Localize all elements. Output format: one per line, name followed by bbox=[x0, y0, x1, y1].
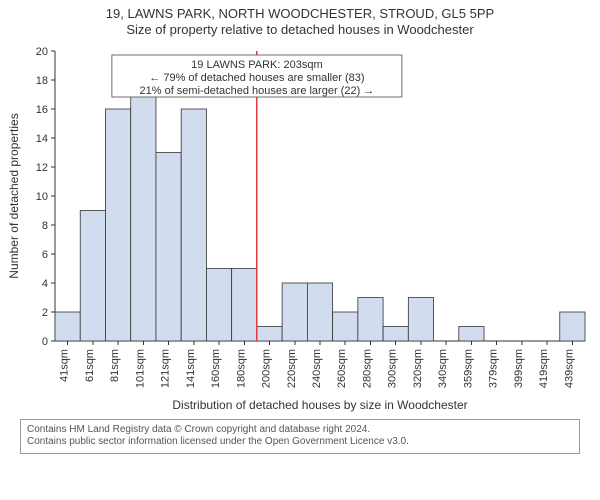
histogram-bar bbox=[206, 268, 231, 341]
svg-text:8: 8 bbox=[42, 220, 48, 232]
xtick-label: 340sqm bbox=[437, 349, 449, 388]
svg-text:16: 16 bbox=[36, 104, 48, 116]
histogram-svg: 0 2 4 6 8 10 12 14 16 18 20 41sqm 61sqm 81sqm 101sqm 12… bbox=[0, 39, 600, 419]
svg-text:18: 18 bbox=[36, 75, 48, 87]
histogram-bar bbox=[333, 312, 358, 341]
annotation-line1: 19 LAWNS PARK: 203sqm bbox=[191, 59, 322, 71]
xtick-label: 61sqm bbox=[84, 349, 96, 382]
xtick-label: 300sqm bbox=[387, 349, 399, 388]
svg-text:20: 20 bbox=[36, 46, 48, 58]
xtick-label: 320sqm bbox=[412, 349, 424, 388]
histogram-bar bbox=[282, 283, 307, 341]
histogram-bar bbox=[358, 297, 383, 341]
xtick-label: 240sqm bbox=[311, 349, 323, 388]
histogram-bar bbox=[257, 326, 282, 341]
xtick-label: 160sqm bbox=[210, 349, 222, 388]
svg-text:6: 6 bbox=[42, 249, 48, 261]
svg-text:0: 0 bbox=[42, 336, 48, 348]
footer-line1: Contains HM Land Registry data © Crown c… bbox=[27, 424, 573, 437]
x-axis-label: Distribution of detached houses by size … bbox=[172, 398, 467, 412]
annotation-line3: 21% of semi-detached houses are larger (… bbox=[140, 85, 375, 97]
xtick-label: 359sqm bbox=[462, 349, 474, 388]
xtick-label: 280sqm bbox=[361, 349, 373, 388]
xtick-label: 101sqm bbox=[134, 349, 146, 388]
xtick-label: 439sqm bbox=[563, 349, 575, 388]
histogram-bar bbox=[307, 283, 332, 341]
attribution-footer: Contains HM Land Registry data © Crown c… bbox=[20, 419, 580, 454]
xtick-label: 260sqm bbox=[336, 349, 348, 388]
xtick-label: 121sqm bbox=[160, 349, 172, 388]
xtick-label: 399sqm bbox=[513, 349, 525, 388]
xtick-label: 379sqm bbox=[488, 348, 500, 387]
histogram-bar bbox=[131, 94, 156, 341]
xtick-label: 200sqm bbox=[261, 349, 273, 388]
histogram-bar bbox=[55, 312, 80, 341]
xtick-label: 41sqm bbox=[59, 349, 71, 382]
histogram-bar bbox=[156, 152, 181, 341]
svg-text:14: 14 bbox=[36, 133, 48, 145]
chart-title-line1: 19, LAWNS PARK, NORTH WOODCHESTER, STROU… bbox=[0, 6, 600, 22]
histogram-bar bbox=[560, 312, 585, 341]
histogram-bar bbox=[383, 326, 408, 341]
histogram-bar bbox=[408, 297, 433, 341]
xtick-label: 180sqm bbox=[235, 349, 247, 388]
histogram-bar bbox=[459, 326, 484, 341]
xtick-label: 81sqm bbox=[109, 349, 121, 382]
xtick-label: 220sqm bbox=[286, 349, 298, 388]
xtick-label: 141sqm bbox=[185, 349, 197, 388]
svg-text:2: 2 bbox=[42, 307, 48, 319]
y-axis-label: Number of detached properties bbox=[7, 113, 21, 278]
chart-titles: 19, LAWNS PARK, NORTH WOODCHESTER, STROU… bbox=[0, 0, 600, 39]
svg-text:4: 4 bbox=[42, 278, 48, 290]
histogram-bar bbox=[232, 268, 257, 341]
xtick-label: 419sqm bbox=[538, 349, 550, 388]
footer-line2: Contains public sector information licen… bbox=[27, 436, 573, 449]
histogram-bar bbox=[105, 109, 130, 341]
chart-area: 0 2 4 6 8 10 12 14 16 18 20 41sqm 61sqm 81sqm 101sqm 12… bbox=[0, 39, 600, 419]
svg-text:12: 12 bbox=[36, 162, 48, 174]
histogram-bar bbox=[80, 210, 105, 341]
annotation-line2: ← 79% of detached houses are smaller (83… bbox=[149, 72, 364, 84]
svg-text:10: 10 bbox=[36, 191, 48, 203]
chart-title-line2: Size of property relative to detached ho… bbox=[0, 22, 600, 38]
histogram-bar bbox=[181, 109, 206, 341]
